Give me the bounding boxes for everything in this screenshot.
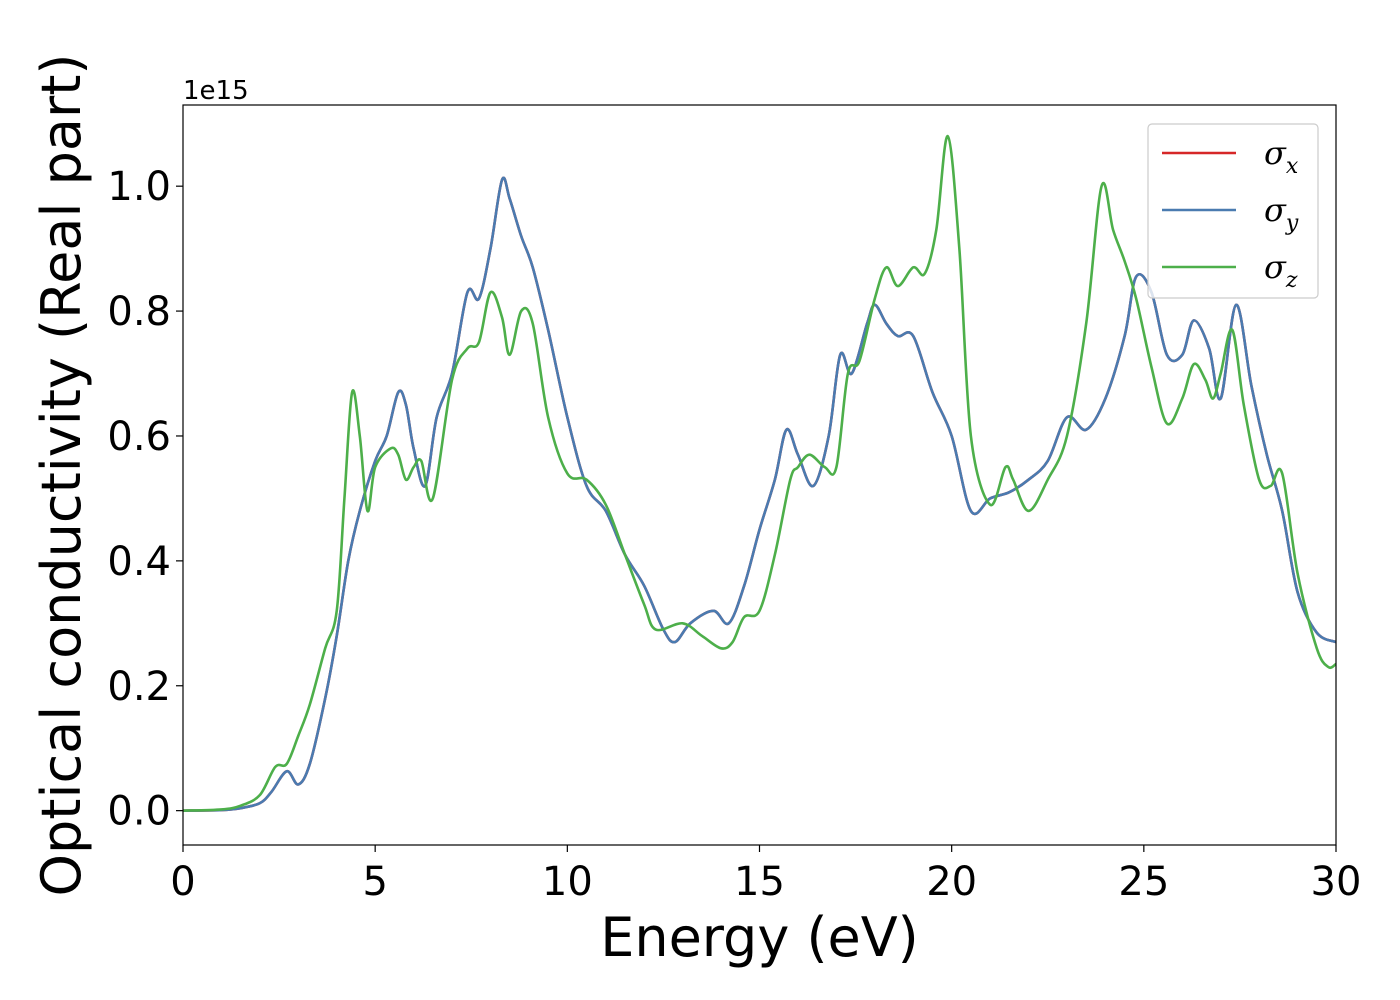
y-axis-ticks: 0.0 0.2 0.4 0.6 0.8 1.0 (107, 164, 183, 835)
x-tick-label: 20 (926, 859, 977, 905)
y-tick-label: 0.8 (107, 289, 171, 335)
x-tick-label: 10 (542, 859, 593, 905)
y-axis-title: Optical conductivity (Real part) (30, 54, 93, 897)
x-axis-ticks: 0 5 10 15 20 25 30 (170, 845, 1361, 905)
x-tick-label: 15 (734, 859, 785, 905)
y-tick-label: 1.0 (107, 164, 171, 210)
x-tick-label: 0 (170, 859, 195, 905)
legend: σx σy σz (1147, 123, 1319, 299)
y-tick-label: 0.4 (107, 539, 171, 585)
y-tick-label: 0.6 (107, 414, 171, 460)
y-tick-label: 0.2 (107, 664, 171, 710)
x-tick-label: 25 (1118, 859, 1169, 905)
y-offset-label: 1e15 (183, 76, 249, 106)
legend-entries: σx σy σz (1162, 134, 1299, 293)
legend-label-z: σz (1264, 248, 1298, 293)
x-axis-title: Energy (eV) (600, 906, 919, 969)
x-tick-label: 30 (1311, 859, 1362, 905)
series-line-z (183, 134, 1336, 812)
legend-label-x: σx (1264, 134, 1299, 179)
legend-label-y: σy (1264, 191, 1299, 236)
y-tick-label: 0.0 (107, 789, 171, 835)
x-tick-label: 5 (362, 859, 387, 905)
